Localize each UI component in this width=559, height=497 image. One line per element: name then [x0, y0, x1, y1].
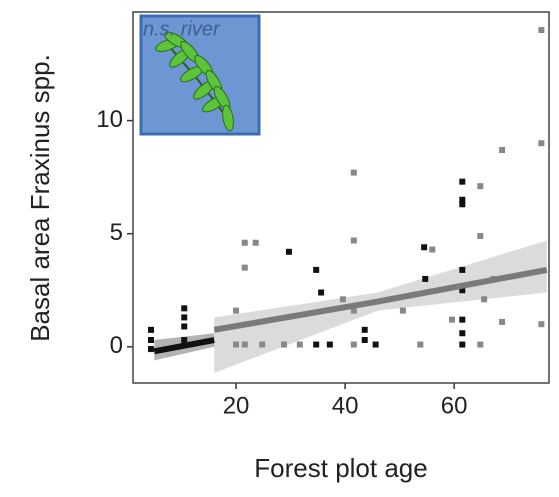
point [350, 237, 357, 244]
point [448, 316, 455, 323]
point [241, 264, 248, 271]
point [361, 326, 368, 333]
point [459, 196, 466, 203]
point [285, 248, 292, 255]
point [459, 341, 466, 348]
point [241, 239, 248, 246]
point [339, 296, 346, 303]
x-tick-label: 40 [332, 392, 359, 419]
point [459, 201, 466, 208]
point [233, 341, 240, 348]
point [459, 316, 466, 323]
point [350, 341, 357, 348]
point [417, 341, 424, 348]
point [422, 275, 429, 282]
annotation: n.s. river [143, 18, 221, 40]
leaflet [222, 104, 234, 132]
point [499, 318, 506, 325]
point [252, 239, 259, 246]
point [477, 232, 484, 239]
fit-line [213, 266, 548, 333]
point [181, 337, 188, 344]
y-tick-label: 10 [96, 106, 123, 133]
point [459, 266, 466, 273]
point [181, 314, 188, 321]
point [181, 323, 188, 330]
point [181, 305, 188, 312]
point [147, 326, 154, 333]
x-axis-title: Forest plot age [254, 453, 427, 483]
point [459, 330, 466, 337]
x-tick-label: 60 [441, 392, 468, 419]
point [147, 337, 154, 344]
y-tick-label: 5 [110, 219, 123, 246]
point [459, 287, 466, 294]
inset-image: n.s. river [139, 14, 261, 136]
point [421, 244, 428, 251]
point [538, 321, 545, 328]
point [477, 183, 484, 190]
point [241, 341, 248, 348]
point [399, 307, 406, 314]
point [350, 169, 357, 176]
point [538, 27, 545, 34]
point [538, 140, 545, 147]
point [459, 178, 466, 185]
point [281, 341, 288, 348]
point [313, 341, 320, 348]
y-axis-title: Basal area Fraxinus spp. [25, 54, 55, 342]
plot-frame [132, 11, 550, 384]
point [350, 307, 357, 314]
point [361, 337, 368, 344]
point [499, 146, 506, 153]
point [313, 266, 320, 273]
point [296, 341, 303, 348]
confidence-band [214, 240, 547, 373]
point [233, 307, 240, 314]
point [372, 341, 379, 348]
point [147, 346, 154, 353]
y-tick-label: 0 [110, 332, 123, 359]
point [326, 341, 333, 348]
point [429, 246, 436, 253]
point [259, 341, 266, 348]
point [318, 289, 325, 296]
fit-line [153, 337, 215, 355]
point [477, 341, 484, 348]
point [481, 296, 488, 303]
x-tick-label: 20 [223, 392, 250, 419]
